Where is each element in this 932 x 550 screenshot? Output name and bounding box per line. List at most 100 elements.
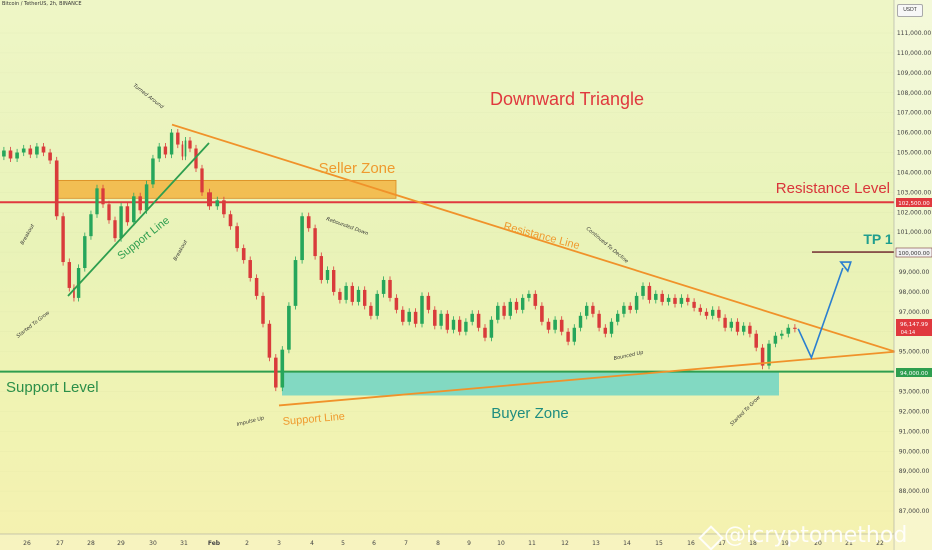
note-rebounded-down: Rebounded Down xyxy=(325,216,369,237)
projection-path xyxy=(797,267,844,360)
x-tick-label: 6 xyxy=(372,540,376,547)
x-tick-label: 17 xyxy=(718,540,726,547)
candle-body xyxy=(502,305,506,316)
candle-body xyxy=(692,301,696,308)
y-tick-label: 111,000.00 xyxy=(897,30,932,37)
candle-body xyxy=(540,305,544,322)
time-axis[interactable]: 26 27 28 29 30 31 Feb 2 3 4 5 6 7 8 9 10 11 12 13 14 15 16 17 1… xyxy=(0,533,894,550)
svg-text:100,000.00: 100,000.00 xyxy=(898,251,930,257)
candle-body xyxy=(181,144,184,157)
candle-body xyxy=(101,188,105,205)
candle-body xyxy=(2,150,6,157)
x-tick-label: 2 xyxy=(245,540,249,547)
y-tick-label: 101,000.00 xyxy=(897,229,932,236)
candle-body xyxy=(686,297,690,302)
candle-body xyxy=(597,313,601,328)
candle-body xyxy=(132,196,136,223)
y-tick-label: 106,000.00 xyxy=(897,130,932,137)
candle-body xyxy=(176,132,180,145)
y-tick-label: 93,000.00 xyxy=(899,389,930,396)
candle-body xyxy=(698,307,703,312)
currency-unit-badge[interactable]: USDT xyxy=(897,4,923,17)
y-tick-label: 109,000.00 xyxy=(897,70,932,77)
x-tick-label: Feb xyxy=(208,540,221,547)
watermark: @icryptomethod xyxy=(724,523,908,548)
candle-body xyxy=(157,146,161,159)
candle-body xyxy=(313,228,317,257)
candle-body xyxy=(35,146,39,155)
left-support-trendline xyxy=(67,142,210,297)
x-tick-label: 27 xyxy=(56,540,64,547)
y-tick-label: 104,000.00 xyxy=(897,169,932,176)
svg-text:102,500.00: 102,500.00 xyxy=(898,201,930,207)
candle-body xyxy=(67,262,72,288)
x-tick-label: 11 xyxy=(528,540,536,547)
candle-body xyxy=(267,323,272,358)
candle-body xyxy=(76,268,81,298)
candle-body xyxy=(717,309,721,318)
candle-body xyxy=(704,311,709,316)
y-tick-label: 102,000.00 xyxy=(897,209,932,216)
y-tick-label: 95,000.00 xyxy=(899,349,930,356)
note-started-to-grow-2: Started To Grow xyxy=(729,394,762,427)
candle-body xyxy=(679,297,684,304)
price-axis[interactable]: 87,000.00 88,000.00 89,000.00 90,000.00 91,0… xyxy=(893,0,932,550)
svg-text:94,000.00: 94,000.00 xyxy=(900,371,928,377)
support-line-left-label: Support Line xyxy=(115,214,172,262)
seller-zone-label: Seller Zone xyxy=(319,160,396,177)
y-tick-label: 103,000.00 xyxy=(897,189,932,196)
x-tick-label: 10 xyxy=(497,540,505,547)
candle-body xyxy=(420,295,424,324)
candle-body xyxy=(369,305,373,316)
candle-body xyxy=(710,309,715,316)
symbol-header: Bitcoin / TetherUS, 2h, BINANCE xyxy=(2,1,82,7)
candle-body xyxy=(200,168,204,193)
candle-body xyxy=(261,295,265,324)
candle-body xyxy=(413,311,418,324)
candle-body xyxy=(54,160,59,217)
candle-body xyxy=(641,285,645,296)
candle-body xyxy=(407,311,411,322)
candle-body xyxy=(634,295,639,310)
candle-body xyxy=(119,206,123,239)
x-tick-label: 9 xyxy=(467,540,471,547)
candle-body xyxy=(445,313,450,330)
candle-body xyxy=(15,152,19,159)
candle-body xyxy=(793,327,797,329)
x-tick-label: 18 xyxy=(749,540,757,547)
candle-body xyxy=(274,357,278,388)
x-tick-label: 28 xyxy=(87,540,95,547)
candle-body xyxy=(483,327,487,338)
candle-body xyxy=(464,321,468,332)
candle-body xyxy=(609,321,614,334)
resistance-line-label: Resistance Line xyxy=(502,220,581,252)
candle-body xyxy=(628,305,632,310)
x-tick-label: 22 xyxy=(876,540,884,547)
candle-body xyxy=(546,321,551,330)
support-line-bottom-label: Support Line xyxy=(282,411,345,428)
time-axis-bg xyxy=(0,534,894,550)
candle-body xyxy=(163,146,168,155)
candle-body xyxy=(767,343,771,366)
candle-body xyxy=(559,319,564,332)
x-tick-label: 15 xyxy=(655,540,663,547)
candle-body xyxy=(508,301,513,316)
candle-body xyxy=(723,317,727,328)
y-tick-label: 99,000.00 xyxy=(899,269,930,276)
candle-body xyxy=(786,327,791,334)
candle-body xyxy=(654,293,658,300)
y-tick-label: 90,000.00 xyxy=(899,448,930,455)
candle-body xyxy=(741,325,746,332)
candle-body xyxy=(773,335,778,344)
x-tick-label: 12 xyxy=(561,540,569,547)
candle-body xyxy=(439,313,443,326)
candle-body xyxy=(184,140,187,157)
candle-body xyxy=(375,293,379,316)
candle-body xyxy=(362,289,367,306)
note-started-to-grow-1: Started To Grow xyxy=(16,310,52,340)
candle-body xyxy=(566,331,570,342)
candle-body xyxy=(457,319,462,332)
y-tick-label: 91,000.00 xyxy=(899,428,930,435)
